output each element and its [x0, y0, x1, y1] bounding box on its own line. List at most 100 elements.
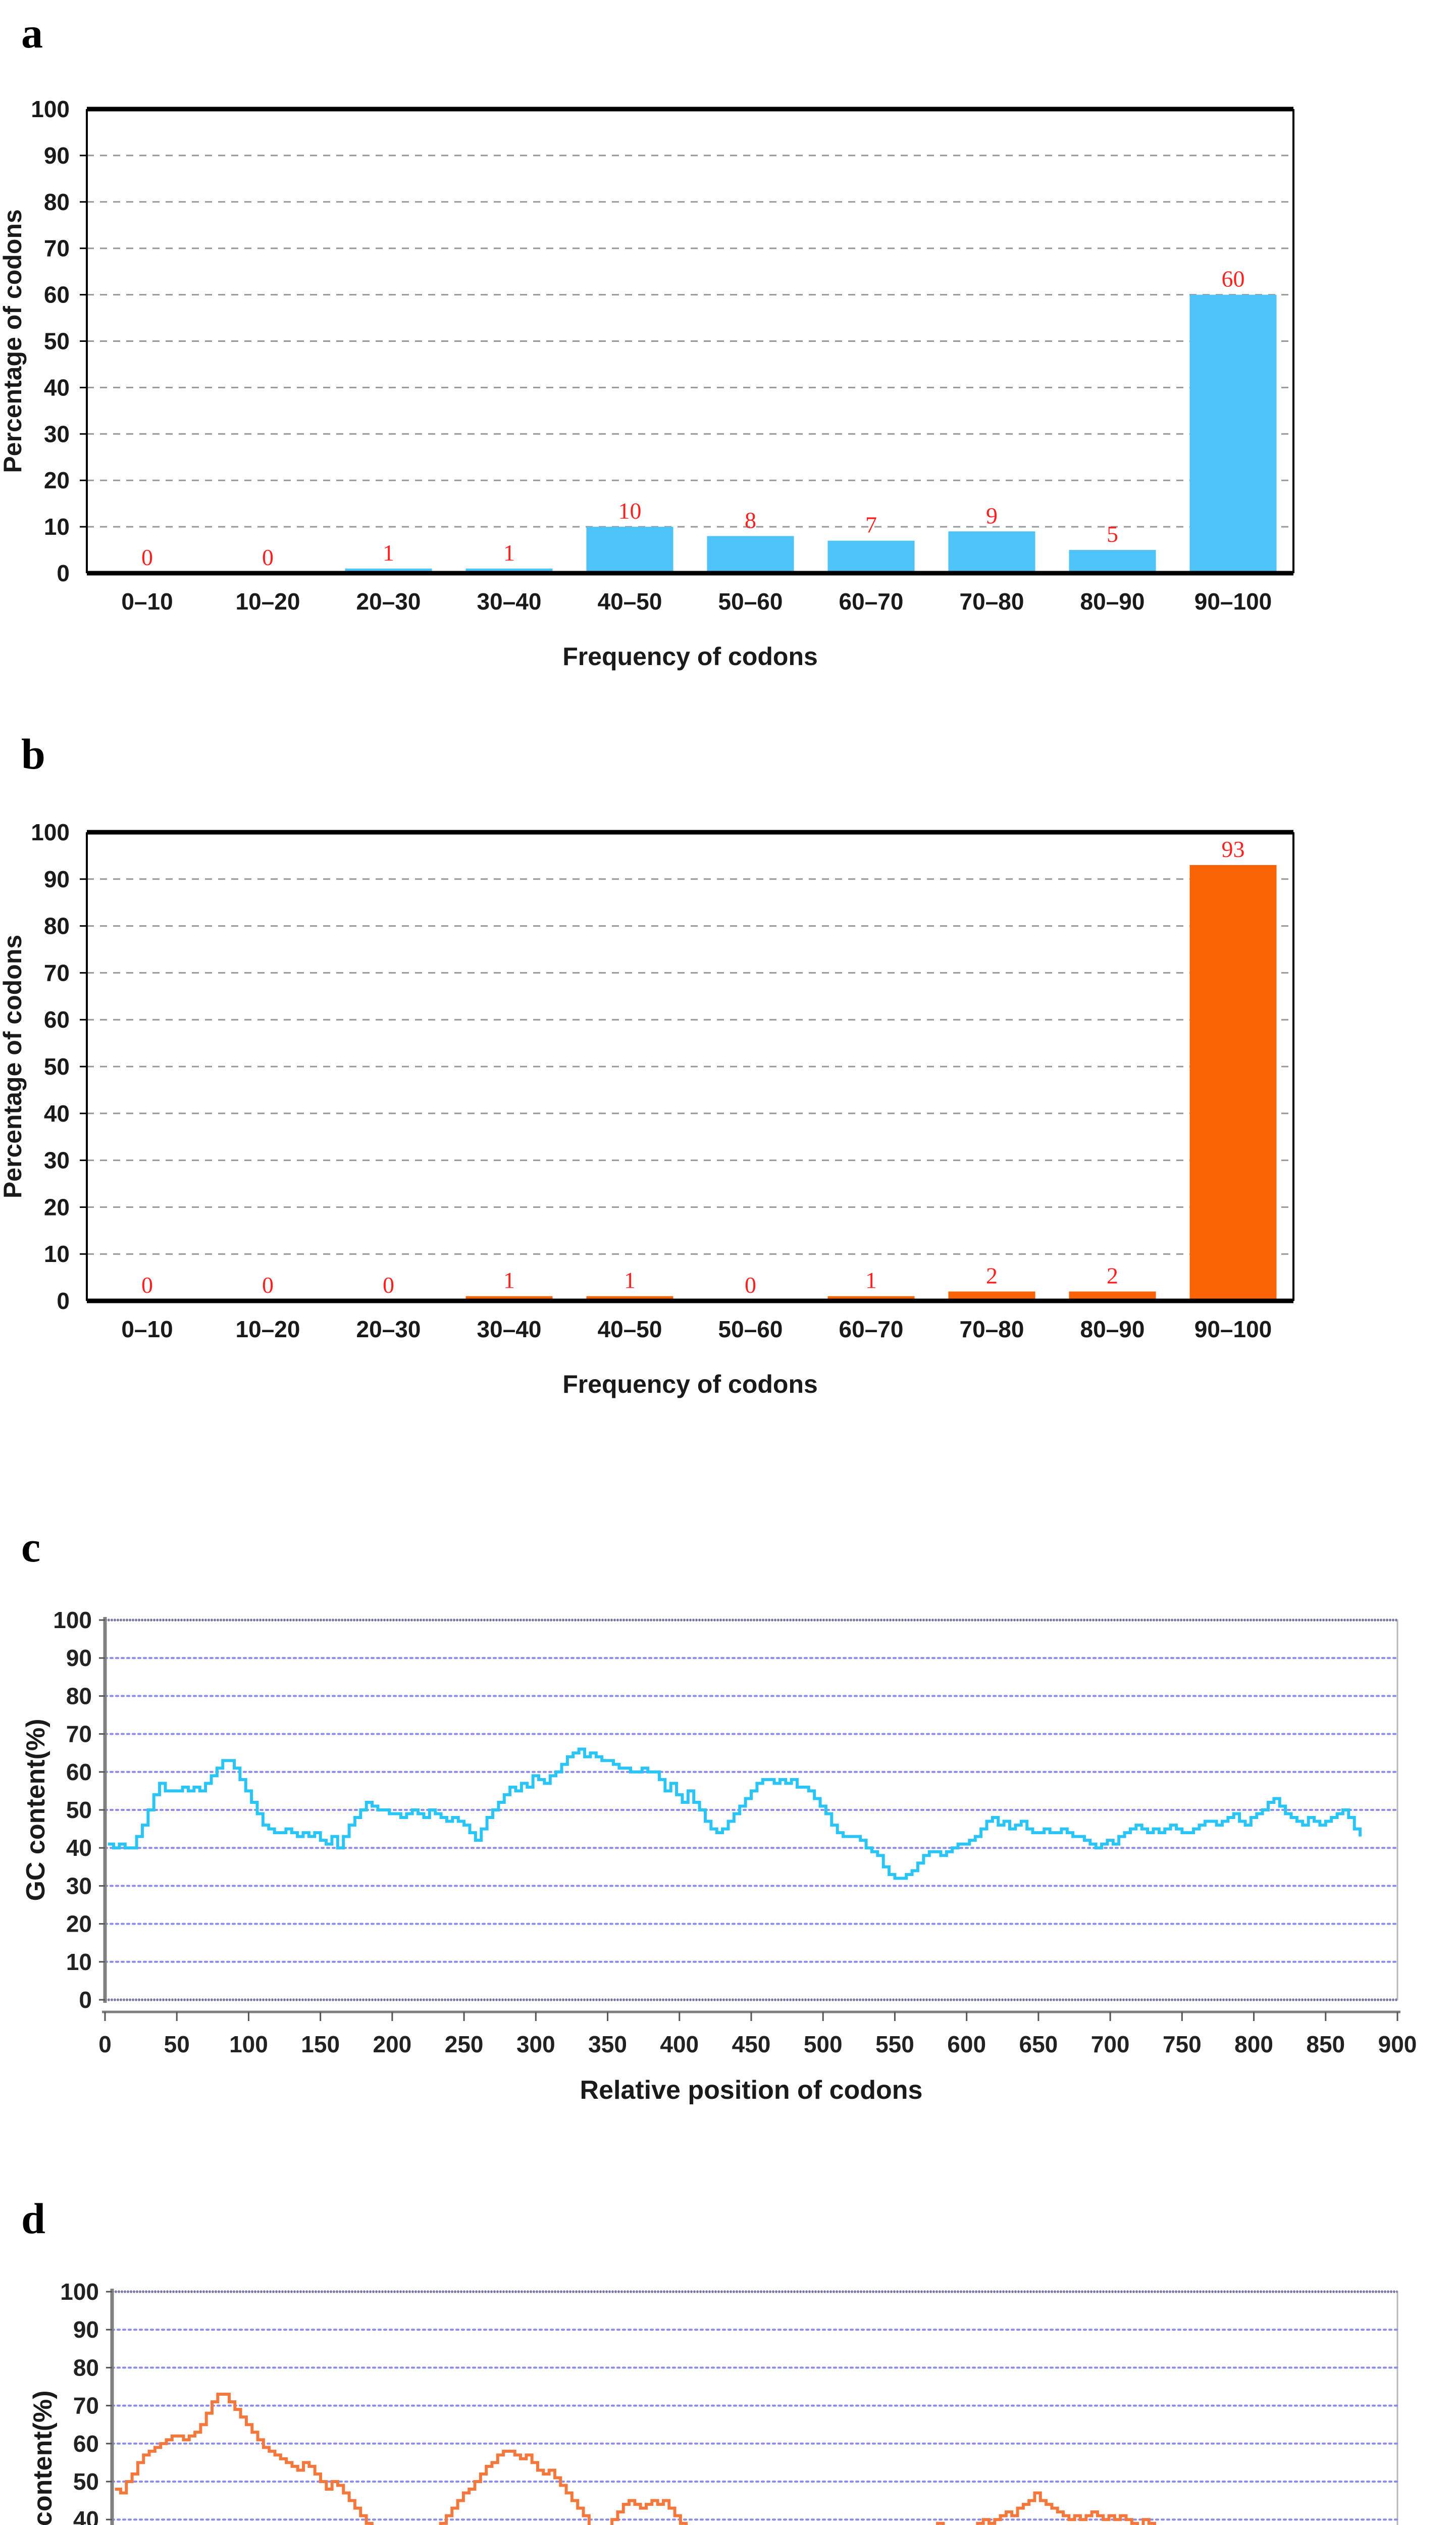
x-tick-label: 850 — [1306, 2031, 1345, 2057]
x-tick-label: 90–100 — [1194, 1316, 1272, 1342]
panel-b-letter: b — [21, 730, 45, 778]
panel-b: b 0 10 20 30 40 50 60 70 80 90 100 0 0–10 0 10–20 0 20–3… — [0, 717, 1456, 1439]
panel-a-chart: 0 10 20 30 40 50 60 70 80 90 100 0 0–10 0 10–20 1 20–30 1… — [0, 66, 1456, 707]
bar-value-label: 2 — [986, 1262, 998, 1288]
bar-value-label: 0 — [141, 1272, 153, 1298]
y-tick-label: 100 — [31, 96, 70, 122]
panel-c-svg: 0 10 20 30 40 50 60 70 80 90 100 0 50 100 150 200 250 300… — [21, 1607, 1417, 2105]
bar — [1189, 865, 1277, 1301]
y-tick-label: 60 — [73, 2431, 99, 2457]
y-tick-label: 20 — [66, 1911, 92, 1937]
bar-value-label: 0 — [745, 1272, 756, 1298]
y-tick-label: 60 — [44, 282, 70, 308]
y-tick-label: 20 — [44, 467, 70, 493]
x-tick-label: 450 — [732, 2031, 771, 2057]
y-tick-label: 80 — [66, 1683, 92, 1709]
y-tick-label: 80 — [44, 189, 70, 215]
x-tick-label: 50–60 — [718, 588, 783, 615]
bar-value-label: 1 — [503, 1268, 515, 1293]
bar — [465, 568, 553, 573]
panel-a-svg: 0 10 20 30 40 50 60 70 80 90 100 0 0–10 0 10–20 1 20–30 1… — [0, 96, 1294, 671]
bar — [948, 1291, 1035, 1301]
bar-value-label: 8 — [745, 507, 756, 533]
y-tick-label: 0 — [79, 1987, 92, 2013]
x-tick-label: 10–20 — [236, 1316, 300, 1342]
y-tick-label: 70 — [66, 1721, 92, 1747]
y-tick-label: 90 — [73, 2316, 99, 2343]
y-tick-label: 30 — [44, 421, 70, 447]
y-tick-label: 90 — [44, 142, 70, 169]
x-tick-label: 650 — [1019, 2031, 1058, 2057]
x-tick-label: 400 — [660, 2031, 699, 2057]
panel-c: c 0 10 20 30 40 50 60 70 80 90 100 0 50 100 150 200 250 3… — [0, 1449, 1456, 2131]
y-tick-label: 60 — [66, 1759, 92, 1785]
x-tick-label: 40–50 — [598, 588, 662, 615]
x-tick-label: 200 — [373, 2031, 412, 2057]
bar-value-label: 9 — [986, 502, 998, 528]
bar — [586, 527, 673, 573]
plot-area: 010203040506070809010000–10010–20020–301… — [0, 819, 1294, 1398]
x-tick-label: 30–40 — [477, 588, 542, 615]
bar — [1189, 294, 1277, 573]
bar-value-label: 0 — [383, 1272, 394, 1298]
y-tick-label: 30 — [66, 1873, 92, 1899]
y-tick-label: 30 — [44, 1147, 70, 1174]
bar — [345, 568, 432, 573]
bar — [707, 536, 794, 573]
plot-area: 0 10 20 30 40 50 60 70 80 90 100 0 0–10 0 10–20 1 20–30 1… — [0, 96, 1294, 671]
x-tick-label: 750 — [1163, 2031, 1202, 2057]
data-line — [108, 1747, 1362, 1880]
x-tick-label: 500 — [804, 2031, 843, 2057]
x-tick-label: 550 — [875, 2031, 914, 2057]
panel-d-letter: d — [21, 2194, 45, 2243]
bar — [827, 1296, 915, 1301]
x-tick-label: 40–50 — [598, 1316, 662, 1342]
bar — [586, 1296, 673, 1301]
y-axis-title: Percentage of codons — [0, 209, 27, 473]
y-tick-label: 70 — [44, 960, 70, 986]
y-tick-label: 50 — [44, 328, 70, 355]
y-tick-label: 10 — [44, 1241, 70, 1267]
y-tick-label: 100 — [53, 1607, 92, 1633]
x-tick-label: 0–10 — [121, 588, 173, 615]
bar — [827, 540, 915, 573]
bar-value-label: 10 — [618, 498, 642, 524]
y-axis-title: GC content(%) — [28, 2390, 58, 2525]
bar — [1069, 1291, 1156, 1301]
y-tick-label: 100 — [31, 819, 70, 845]
x-tick-label: 10–20 — [236, 588, 300, 615]
y-tick-label: 0 — [57, 1288, 70, 1314]
panel-c-chart: 0 10 20 30 40 50 60 70 80 90 100 0 50 100 150 200 250 300… — [0, 1596, 1456, 2126]
panel-a: a 0 10 20 30 40 50 60 70 80 90 100 0 0–10 0 10–20 1 20–3… — [0, 0, 1456, 707]
y-tick-label: 90 — [44, 866, 70, 892]
panel-b-svg: 010203040506070809010000–10010–20020–301… — [0, 819, 1294, 1398]
x-tick-label: 150 — [301, 2031, 340, 2057]
panel-b-chart: 0 10 20 30 40 50 60 70 80 90 100 0 0–10 0 10–20 0 20–30 1… — [0, 788, 1456, 1439]
bar-value-label: 1 — [865, 1268, 877, 1293]
x-tick-label: 80–90 — [1080, 588, 1145, 615]
x-tick-label: 90–100 — [1194, 588, 1272, 615]
y-tick-label: 80 — [73, 2354, 99, 2381]
x-tick-label: 20–30 — [356, 1316, 421, 1342]
x-tick-label: 70–80 — [960, 588, 1024, 615]
bar-value-label: 0 — [262, 1272, 274, 1298]
data-line — [115, 2393, 1157, 2525]
x-tick-label: 0–10 — [121, 1316, 173, 1342]
y-tick-label: 40 — [73, 2506, 99, 2525]
x-tick-label: 300 — [516, 2031, 555, 2057]
x-tick-label: 30–40 — [477, 1316, 542, 1342]
y-axis-title: Percentage of codons — [0, 935, 27, 1198]
x-tick-label: 20–30 — [356, 588, 421, 615]
y-tick-label: 20 — [44, 1194, 70, 1220]
plot-area: 0102030405060708090100050100150200250300… — [28, 2279, 1398, 2525]
y-tick-label: 50 — [73, 2468, 99, 2495]
bar-value-label: 1 — [624, 1268, 636, 1293]
panel-d-svg: 0102030405060708090100050100150200250300… — [28, 2279, 1398, 2525]
bar-value-label: 1 — [503, 540, 515, 566]
panel-a-letter: a — [21, 9, 43, 57]
bar — [1069, 550, 1156, 573]
x-tick-label: 100 — [229, 2031, 268, 2057]
y-tick-label: 40 — [44, 374, 70, 400]
bar-value-label: 93 — [1222, 836, 1245, 862]
y-tick-label: 100 — [60, 2279, 99, 2305]
